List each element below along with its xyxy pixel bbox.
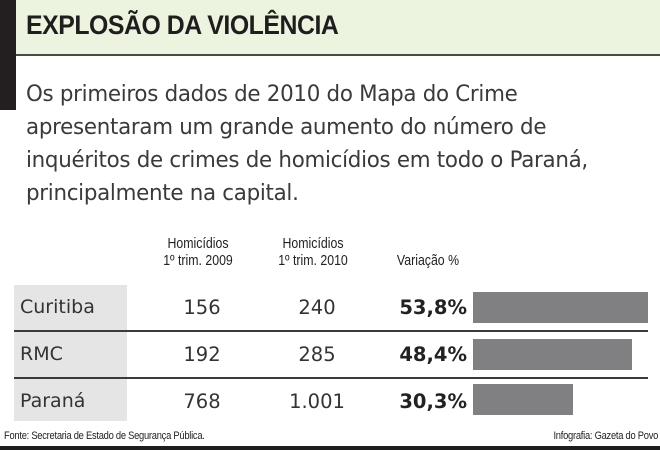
variation-value: 30,3% (399, 390, 467, 413)
column-header-line1: Homicídios (282, 236, 344, 252)
value-2010: 285 (298, 343, 336, 366)
column-header-2009: Homicídios 1º trim. 2009 (151, 236, 245, 270)
value-2009: 156 (183, 296, 221, 319)
value-2010: 1.001 (289, 390, 345, 413)
page-title: EXPLOSÃO DA VIOLÊNCIA (26, 10, 339, 40)
variation-value: 53,8% (399, 296, 467, 319)
row-divider (14, 330, 648, 332)
value-2010: 240 (298, 296, 336, 319)
row-divider (14, 377, 648, 379)
row-label: RMC (14, 332, 127, 377)
column-header-line2: 1º trim. 2010 (278, 253, 348, 269)
credit-note: Infografia: Gazeta do Povo (553, 430, 658, 442)
column-header-line2: Variação % (396, 253, 460, 269)
table-row: Curitiba 156 240 53,8% (14, 285, 648, 330)
column-header-line2: 1º trim. 2009 (163, 253, 233, 269)
variation-bar (473, 292, 648, 323)
column-header-variation: Variação % (381, 253, 475, 270)
variation-bar (473, 384, 573, 415)
lede-text: Os primeiros dados de 2010 do Mapa do Cr… (26, 81, 588, 206)
value-2009: 192 (183, 343, 221, 366)
value-2009: 768 (183, 390, 221, 413)
source-note: Fonte: Secretaria de Estado de Segurança… (4, 430, 205, 442)
column-header-2010: Homicídios 1º trim. 2010 (266, 236, 360, 270)
variation-value: 48,4% (399, 343, 467, 366)
bottom-rule (0, 446, 660, 450)
accent-bar (0, 0, 16, 110)
row-label: Curitiba (14, 285, 127, 330)
variation-bar (473, 339, 632, 370)
table-row: RMC 192 285 48,4% (14, 332, 648, 377)
row-label: Paraná (14, 379, 127, 421)
title-band (16, 0, 660, 56)
column-header-line1: Homicídios (167, 236, 229, 252)
table-row: Paraná 768 1.001 30,3% (14, 379, 648, 421)
